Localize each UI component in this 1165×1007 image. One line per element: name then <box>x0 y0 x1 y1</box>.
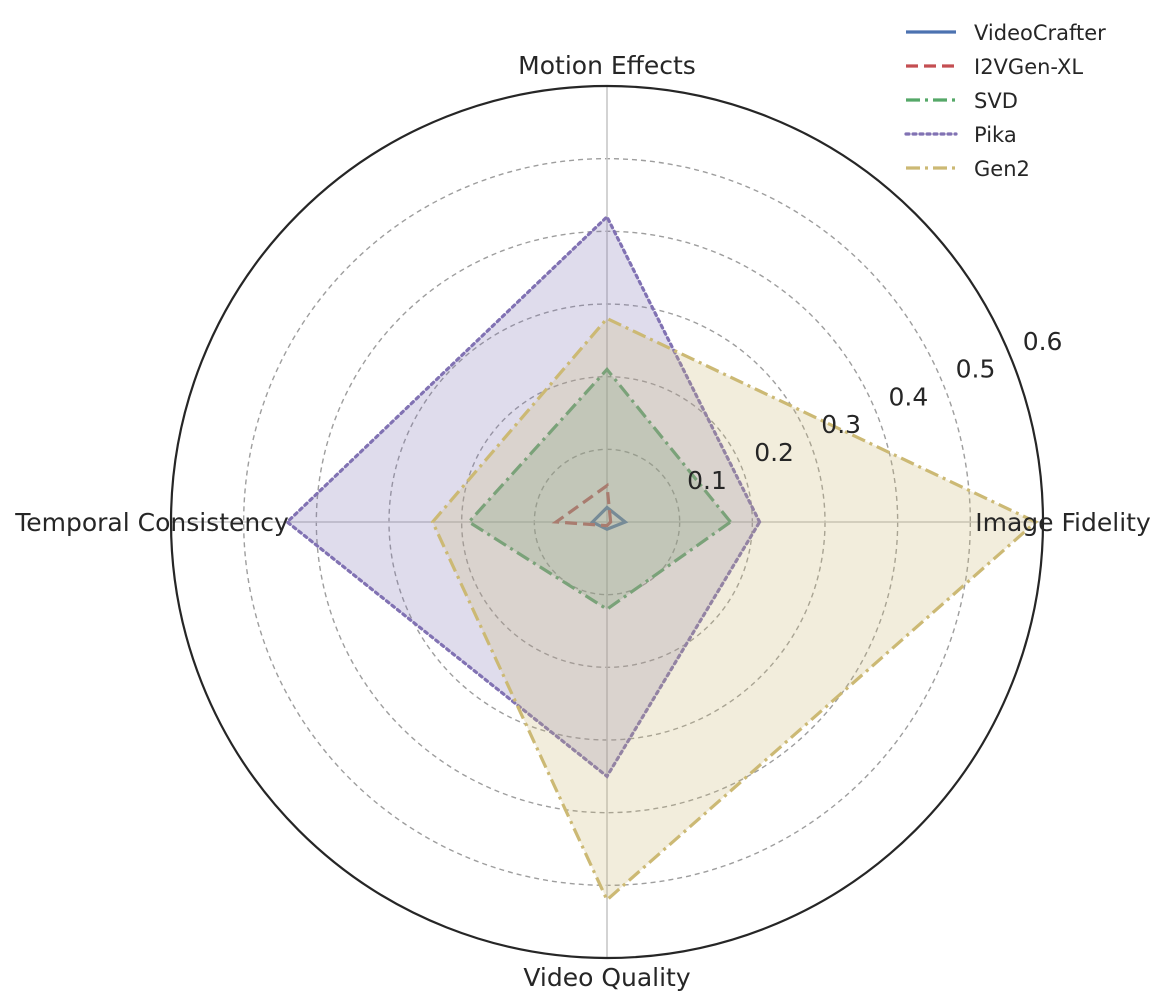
legend-label-gen2: Gen2 <box>974 157 1030 181</box>
series-pika-polygon <box>284 214 762 779</box>
outer-frame <box>169 84 1045 960</box>
r-tick-label: 0.3 <box>821 410 861 439</box>
r-tick-label: 0.2 <box>754 438 794 467</box>
series-videocrafter-polygon <box>589 505 629 532</box>
grid-layer <box>169 84 1045 960</box>
axis-label-temporal-consistency: Temporal Consistency <box>14 508 289 537</box>
r-tick-label: 0.1 <box>687 466 727 495</box>
series-svd-polygon <box>466 366 733 612</box>
r-tick-label: 0.4 <box>889 382 929 411</box>
series-layer <box>284 214 1039 903</box>
legend-label-videocrafter: VideoCrafter <box>974 21 1106 45</box>
axis-label-image-fidelity: Image Fidelity <box>975 508 1151 537</box>
axis-label-video-quality: Video Quality <box>523 963 691 992</box>
legend-label-pika: Pika <box>974 123 1017 147</box>
r-tick-label: 0.5 <box>956 355 996 384</box>
legend: VideoCrafter I2VGen-XL SVD Pika Gen2 <box>904 21 1106 181</box>
label-layer: 0.1 0.2 0.3 0.4 0.5 0.6 Image Fidelity Motion E… <box>14 51 1151 992</box>
r-tick-label: 0.6 <box>1023 327 1063 356</box>
series-i2vgen-xl-polygon <box>551 482 613 528</box>
legend-label-svd: SVD <box>974 89 1018 113</box>
series-gen2-polygon <box>430 316 1039 903</box>
axis-label-motion-effects: Motion Effects <box>518 51 696 80</box>
legend-label-i2vgen-xl: I2VGen-XL <box>974 55 1083 79</box>
